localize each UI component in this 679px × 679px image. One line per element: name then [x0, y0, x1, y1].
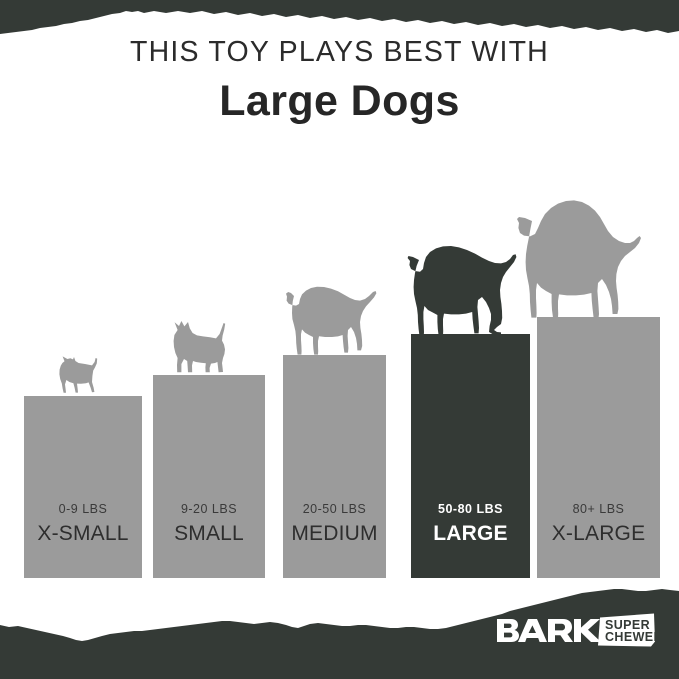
bar-label-group-medium: 20-50 LBS MEDIUM: [283, 502, 386, 546]
bar-label-group-x-small: 0-9 LBS X-SMALL: [24, 502, 142, 546]
bar-size-label: MEDIUM: [291, 521, 378, 545]
bar-large[interactable]: 50-80 LBS LARGE: [411, 334, 530, 578]
chihuahua-silhouette-icon: [50, 355, 102, 397]
retriever-silhouette-icon: [407, 244, 517, 336]
headline-kicker: THIS TOY PLAYS BEST WITH: [130, 36, 549, 68]
bar-weight-label: 80+ LBS: [572, 502, 625, 517]
bar-weight-label: 50-80 LBS: [438, 502, 503, 517]
bar-weight-label: 9-20 LBS: [180, 502, 238, 517]
bar-medium[interactable]: 20-50 LBS MEDIUM: [283, 355, 386, 578]
bark-wordmark: [497, 619, 601, 642]
bar-x-small[interactable]: 0-9 LBS X-SMALL: [24, 396, 142, 578]
great-dane-silhouette-icon: [516, 199, 642, 319]
bar-small[interactable]: 9-20 LBS SMALL: [153, 375, 265, 578]
bar-size-label: SMALL: [174, 521, 244, 545]
terrier-silhouette-icon: [171, 320, 233, 376]
super-chewer-badge: SUPER CHEWER: [598, 613, 656, 647]
bar-label-group-small: 9-20 LBS SMALL: [153, 502, 265, 546]
bar-weight-label: 20-50 LBS: [302, 502, 367, 517]
bar-label-group-x-large: 80+ LBS X-LARGE: [537, 502, 660, 546]
bar-label-group-large: 50-80 LBS LARGE: [411, 502, 530, 546]
badge-line1: SUPER: [605, 618, 650, 632]
bar-size-label: X-SMALL: [37, 521, 129, 545]
labrador-silhouette-icon: [285, 282, 377, 356]
headline-block: THIS TOY PLAYS BEST WITH Large Dogs: [0, 36, 679, 125]
bar-size-label: X-LARGE: [551, 521, 646, 545]
badge-line2: CHEWER: [605, 630, 656, 644]
bar-size-label: LARGE: [433, 521, 508, 545]
bar-x-large[interactable]: 80+ LBS X-LARGE: [537, 317, 660, 578]
bar-weight-label: 0-9 LBS: [58, 502, 108, 517]
headline-main: Large Dogs: [219, 76, 460, 125]
bark-super-chewer-logo: SUPER CHEWER: [494, 610, 656, 652]
